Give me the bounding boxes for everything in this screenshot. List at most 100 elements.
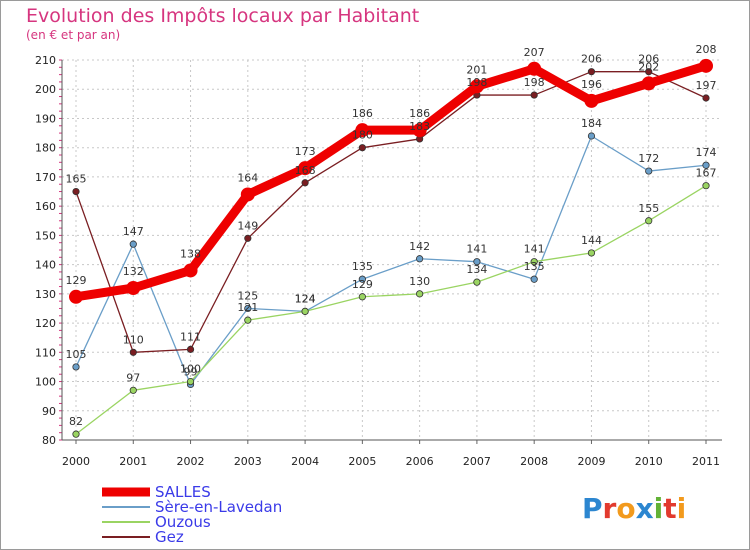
data-point	[645, 68, 653, 76]
data-point	[702, 161, 710, 169]
data-label: 184	[581, 117, 602, 130]
logo-text: Proxiti	[582, 492, 686, 525]
data-label: 124	[295, 292, 316, 305]
data-point	[72, 187, 80, 196]
data-label: 208	[696, 43, 717, 56]
data-point	[298, 161, 313, 176]
logo-letter: o	[616, 492, 635, 525]
proxiti-logo: Proxiti	[582, 492, 686, 525]
data-label: 130	[409, 275, 430, 288]
data-point	[301, 307, 309, 315]
data-label: 147	[123, 225, 144, 238]
logo-letter: i	[677, 492, 687, 525]
data-point	[530, 275, 538, 283]
data-label: 168	[295, 164, 316, 177]
data-labels: 129 132 138 164 173 186 186 201 207 196 202 208 105 1…	[66, 43, 717, 428]
y-tick-label: 150	[35, 229, 56, 242]
data-label: 141	[524, 243, 545, 256]
legend-label: Sère-en-Lavedan	[155, 498, 282, 516]
data-point	[587, 249, 596, 257]
x-tick-label: 2002	[177, 455, 205, 468]
data-label: 202	[638, 60, 659, 73]
data-point	[412, 123, 427, 138]
x-tick-label: 2010	[635, 455, 663, 468]
y-tick-label: 170	[35, 171, 56, 184]
data-point	[587, 132, 596, 140]
data-point	[72, 430, 80, 438]
data-point	[244, 316, 252, 324]
series-line-ouzous	[75, 185, 707, 435]
logo-letter: i	[654, 492, 664, 525]
logo-letter: x	[636, 492, 654, 525]
data-point	[186, 345, 195, 353]
logo-letter: P	[582, 492, 603, 525]
axes: 8090100110120130140150160170180190200210…	[35, 54, 722, 468]
y-tick-label: 90	[42, 405, 56, 418]
data-point	[584, 93, 599, 108]
data-point	[416, 255, 424, 263]
data-point	[530, 258, 538, 266]
data-label: 198	[466, 76, 487, 89]
data-label: 155	[638, 202, 659, 215]
y-tick-label: 130	[35, 288, 56, 301]
data-label: 142	[409, 240, 430, 253]
grid	[62, 59, 722, 441]
y-tick-label: 160	[35, 200, 56, 213]
data-label: 110	[123, 333, 144, 346]
y-tick-label: 110	[35, 346, 56, 359]
data-point	[645, 167, 653, 175]
data-point	[129, 348, 137, 356]
data-point	[72, 363, 80, 371]
x-tick-label: 2001	[119, 455, 147, 468]
x-tick-label: 2009	[577, 455, 605, 468]
legend-item-gez: Gez	[102, 528, 184, 546]
data-label: 173	[295, 145, 316, 158]
logo-letter: t	[663, 492, 676, 525]
data-label: 134	[466, 263, 487, 276]
y-tick-label: 120	[35, 317, 56, 330]
data-label: 197	[696, 79, 717, 92]
data-point	[530, 91, 538, 99]
y-tick-label: 80	[42, 434, 56, 447]
data-label: 111	[180, 330, 201, 343]
series-lines	[69, 58, 713, 438]
data-label: 105	[66, 348, 87, 361]
data-label: 174	[696, 146, 717, 159]
data-label: 149	[237, 219, 258, 232]
legend-item-sere-en-lavedan: Sère-en-Lavedan	[102, 498, 282, 516]
data-label: 82	[69, 415, 83, 428]
data-label: 129	[66, 274, 87, 287]
data-label: 164	[237, 171, 258, 184]
data-point	[358, 293, 366, 301]
series-line-gez	[75, 71, 707, 353]
x-tick-label: 2007	[463, 455, 491, 468]
chart-subtitle: (en € et par an)	[26, 28, 120, 42]
data-point	[355, 123, 370, 138]
data-point	[244, 234, 252, 242]
x-tick-label: 2008	[520, 455, 548, 468]
data-point	[244, 304, 252, 313]
data-point	[473, 258, 481, 266]
x-tick-label: 2004	[291, 455, 319, 468]
series-ouzous	[72, 182, 710, 438]
chart-title: Evolution des Impôts locaux par Habitant	[26, 5, 419, 27]
data-point	[301, 179, 309, 187]
data-point	[416, 290, 424, 298]
data-label: 201	[466, 63, 487, 76]
x-tick-label: 2006	[406, 455, 434, 468]
legend-item-salles: SALLES	[102, 483, 211, 501]
data-point	[186, 377, 195, 386]
data-point	[240, 187, 255, 202]
data-label: 121	[237, 301, 258, 314]
data-point	[702, 182, 710, 190]
y-tick-label: 180	[35, 142, 56, 155]
data-point	[126, 281, 141, 295]
data-label: 207	[524, 46, 545, 59]
data-label: 167	[696, 167, 717, 180]
plot-area	[62, 60, 722, 440]
data-label: 132	[123, 265, 144, 278]
data-label: 165	[66, 173, 87, 186]
legend-item-ouzous: Ouzous	[102, 513, 211, 531]
y-tick-label: 200	[35, 83, 56, 96]
y-tick-label: 190	[35, 112, 56, 125]
